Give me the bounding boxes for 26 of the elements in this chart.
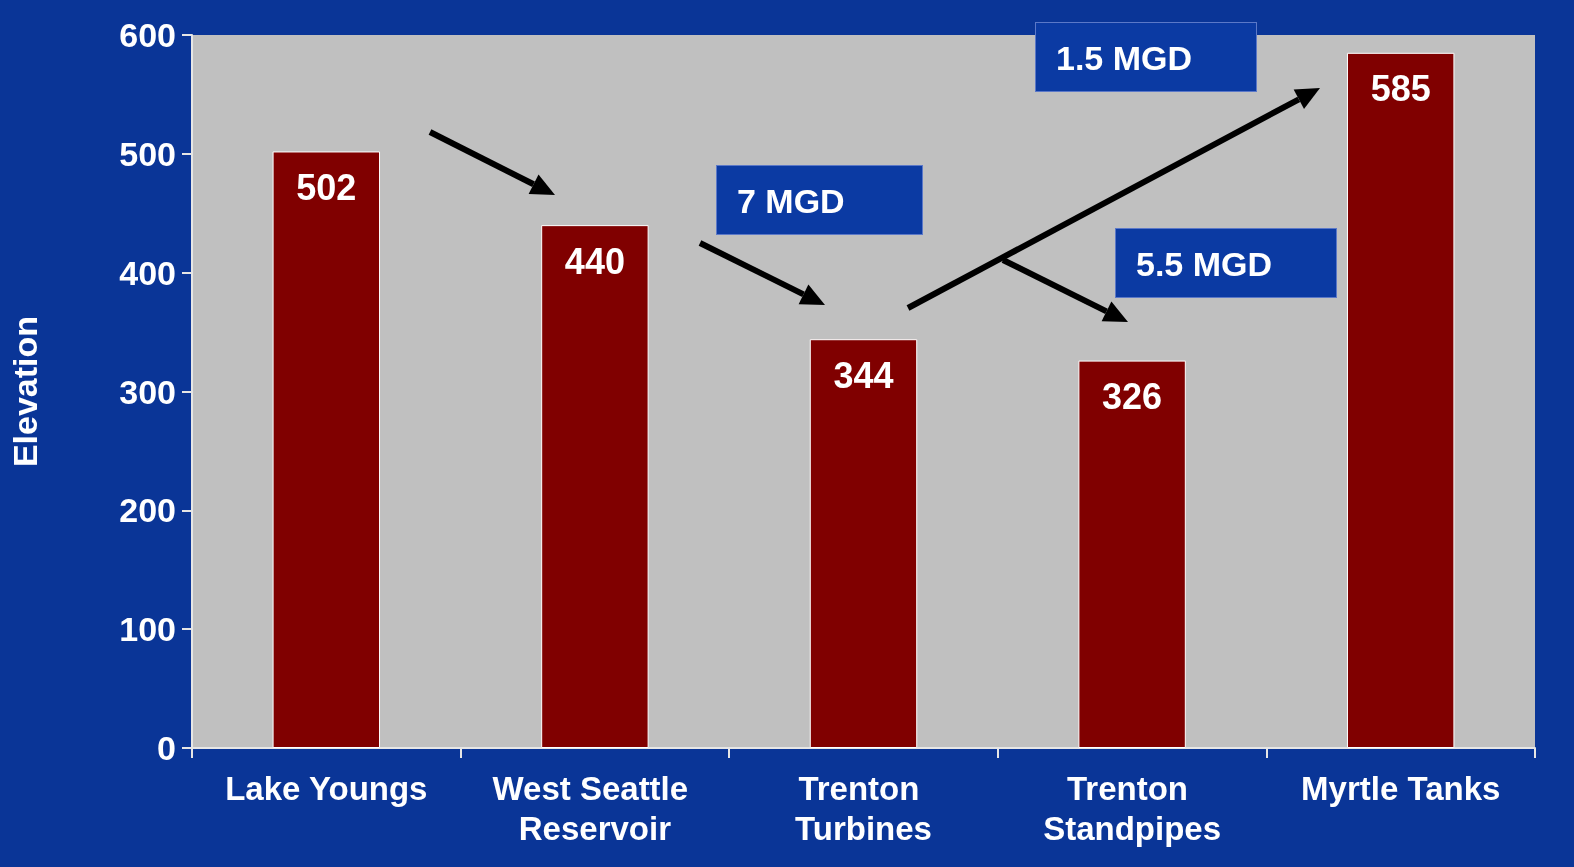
- x-tick-label: Lake Youngs: [225, 769, 428, 807]
- annotation: 1.5 MGD: [1035, 22, 1257, 92]
- annotation: 7 MGD: [716, 165, 923, 235]
- x-tick-label: Myrtle Tanks: [1301, 769, 1501, 807]
- y-tick-label: 100: [119, 610, 176, 649]
- bar: [1078, 360, 1186, 748]
- y-tick-label: 300: [119, 372, 176, 411]
- x-tick-label: West Seattle Reservoir: [492, 769, 698, 847]
- y-tick-label: 200: [119, 491, 176, 530]
- bar: [541, 225, 649, 748]
- y-tick-label: 500: [119, 134, 176, 173]
- data-label: 326: [1102, 376, 1163, 418]
- y-tick-label: 400: [119, 253, 176, 292]
- y-tick-label: 600: [119, 16, 176, 54]
- x-tick-label: Trenton Standpipes: [1043, 769, 1222, 847]
- x-tick-label: Trenton Turbines: [795, 769, 932, 847]
- y-tick-label: 0: [157, 729, 176, 767]
- y-axis-title: Elevation: [6, 315, 44, 468]
- annotation: 5.5 MGD: [1115, 228, 1337, 298]
- data-label: 502: [296, 166, 357, 208]
- bar: [272, 151, 381, 748]
- bar: [809, 339, 918, 748]
- data-label: 585: [1370, 68, 1431, 110]
- bar: [1346, 52, 1455, 748]
- data-label: 344: [833, 354, 894, 396]
- data-label: 440: [564, 240, 625, 282]
